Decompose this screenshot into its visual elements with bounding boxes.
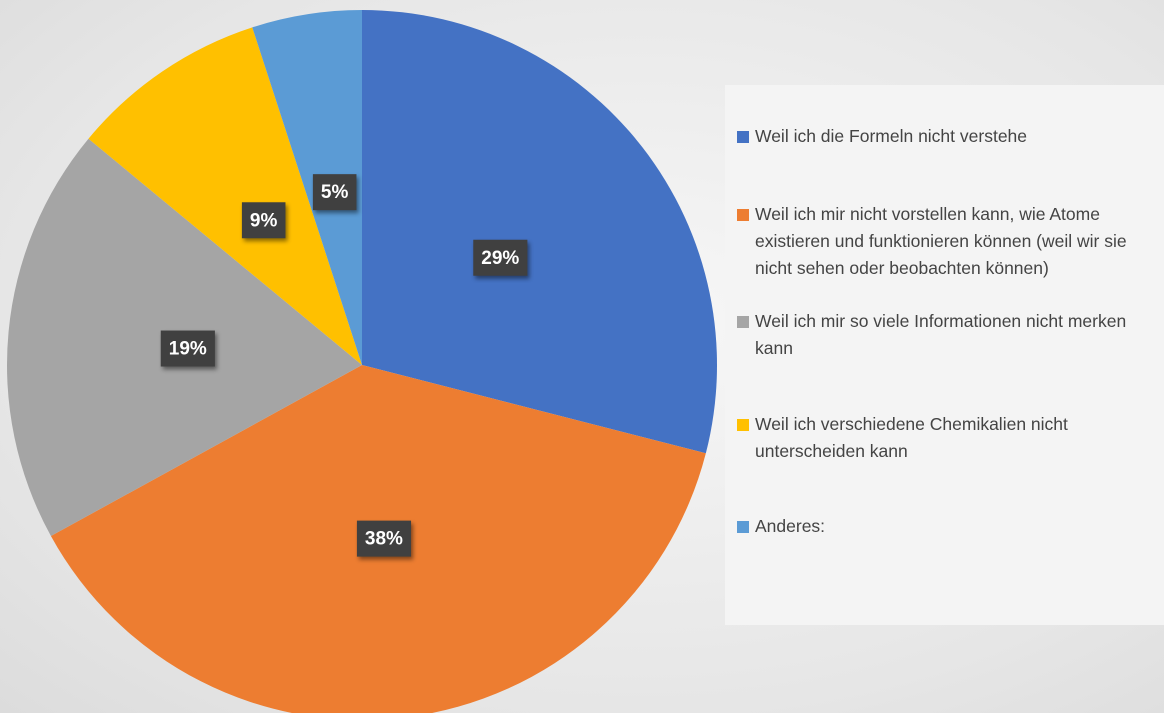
data-label-text: 29% — [481, 248, 519, 269]
legend-swatch — [737, 521, 749, 533]
data-label: 29% — [473, 239, 528, 276]
data-label-box — [312, 174, 357, 211]
chart: 29% 38% 19% 9% 5% — [6, 10, 718, 713]
legend-item: Weil ich verschiedene Chemikalien nicht … — [737, 411, 1157, 465]
legend: Weil ich die Formeln nicht verstehe Weil … — [725, 85, 1164, 625]
data-label-text: 38% — [365, 529, 403, 550]
data-label: 38% — [356, 520, 412, 557]
pie-slice — [252, 10, 362, 365]
legend-item: Weil ich die Formeln nicht verstehe — [737, 123, 1157, 150]
data-label-text: 9% — [250, 210, 278, 231]
legend-text: Weil ich mir nicht vorstellen kann, wie … — [755, 204, 1127, 278]
data-label-box — [473, 239, 528, 276]
data-label: 5% — [312, 174, 357, 211]
data-label-text: 5% — [321, 182, 349, 203]
legend-swatch — [737, 316, 749, 328]
data-label: 19% — [160, 330, 215, 367]
legend-swatch — [737, 131, 749, 143]
data-label-text: 19% — [169, 339, 207, 360]
legend-text: Weil ich mir so viele Informationen nich… — [755, 311, 1127, 358]
legend-item: Anderes: — [737, 513, 1157, 540]
data-label-box — [356, 520, 412, 557]
pie-slice — [88, 27, 362, 365]
data-label: 9% — [241, 202, 286, 239]
legend-text: Weil ich die Formeln nicht verstehe — [755, 126, 1028, 146]
legend-swatch — [737, 209, 749, 221]
legend-text: Anderes: — [755, 516, 826, 536]
legend-text: Weil ich verschiedene Chemikalien nicht … — [755, 414, 1068, 461]
data-label-box — [160, 330, 215, 367]
legend-swatch — [737, 419, 749, 431]
data-label-box — [241, 202, 286, 239]
legend-item: Weil ich mir nicht vorstellen kann, wie … — [737, 201, 1157, 282]
legend-item: Weil ich mir so viele Informationen nich… — [737, 308, 1157, 362]
pie-slice — [362, 10, 718, 454]
